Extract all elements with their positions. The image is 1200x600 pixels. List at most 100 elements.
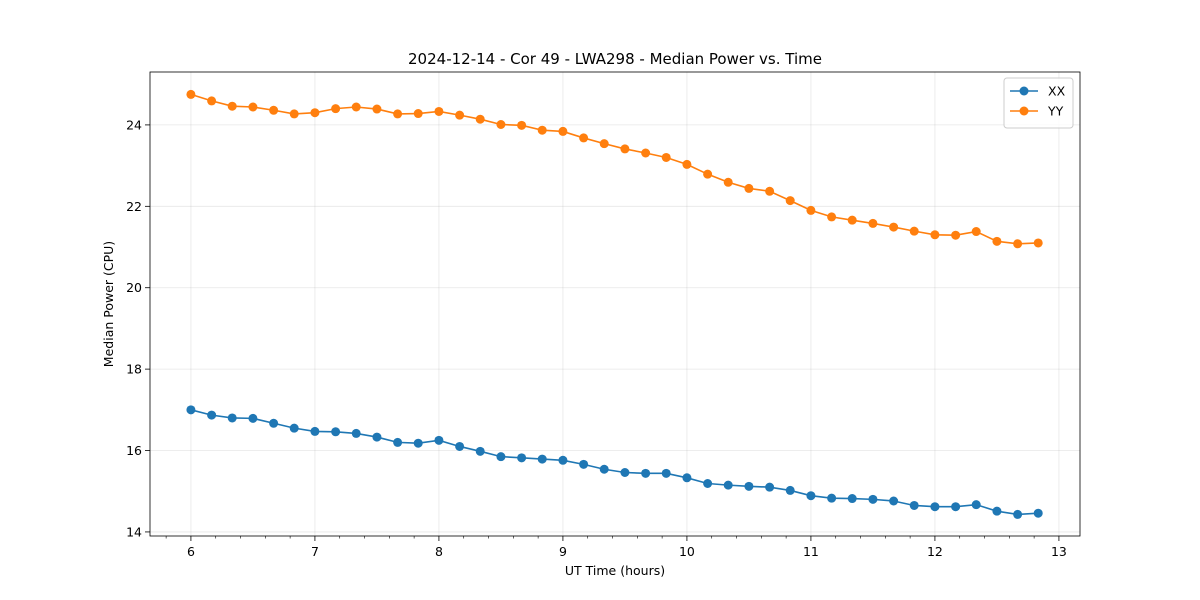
data-point-xx [599, 464, 609, 474]
data-point-xx [413, 438, 423, 448]
data-point-yy [517, 120, 527, 130]
data-point-xx [393, 437, 403, 447]
legend-label-yy: YY [1047, 104, 1064, 119]
data-point-xx [496, 452, 506, 462]
data-point-yy [599, 139, 609, 149]
y-tick-label: 16 [126, 443, 142, 458]
data-point-xx [930, 502, 940, 512]
data-point-yy [351, 102, 361, 112]
data-point-yy [393, 109, 403, 119]
data-point-xx [517, 453, 527, 463]
data-point-xx [827, 493, 837, 503]
data-point-xx [661, 468, 671, 478]
data-point-yy [496, 120, 506, 130]
x-tick-label: 9 [559, 544, 567, 559]
data-point-yy [992, 236, 1002, 246]
data-point-xx [1033, 508, 1043, 518]
data-point-xx [641, 468, 651, 478]
data-point-yy [641, 148, 651, 158]
x-tick-label: 7 [311, 544, 319, 559]
data-point-xx [372, 432, 382, 442]
y-tick-label: 18 [126, 362, 142, 377]
data-point-yy [827, 212, 837, 222]
data-point-xx [434, 435, 444, 445]
data-point-yy [537, 125, 547, 135]
data-point-yy [930, 230, 940, 240]
data-point-yy [661, 152, 671, 162]
data-point-yy [847, 215, 857, 225]
data-point-xx [269, 418, 279, 428]
data-point-yy [227, 101, 237, 111]
data-point-yy [372, 104, 382, 114]
data-point-yy [1033, 238, 1043, 248]
data-point-yy [558, 126, 568, 136]
x-tick-label: 6 [187, 544, 195, 559]
data-point-yy [331, 104, 341, 114]
data-point-xx [289, 423, 299, 433]
data-point-xx [475, 446, 485, 456]
data-point-yy [868, 218, 878, 228]
data-point-xx [992, 506, 1002, 516]
data-point-yy [703, 169, 713, 179]
data-point-yy [806, 205, 816, 215]
data-point-xx [620, 468, 630, 478]
data-point-xx [186, 405, 196, 415]
data-point-yy [765, 186, 775, 196]
x-tick-label: 10 [679, 544, 695, 559]
data-point-yy [413, 109, 423, 119]
data-point-xx [537, 454, 547, 464]
data-point-xx [1013, 509, 1023, 519]
series-xx [186, 405, 1043, 519]
data-point-xx [227, 413, 237, 423]
grid [150, 72, 1080, 536]
data-point-yy [620, 144, 630, 154]
series-yy [186, 89, 1043, 249]
legend: XX YY [1003, 77, 1074, 129]
data-point-xx [310, 426, 320, 436]
y-axis-label: Median Power (CPU) [101, 241, 116, 367]
x-tick-label: 13 [1051, 544, 1067, 559]
data-point-yy [310, 108, 320, 118]
data-point-xx [806, 491, 816, 501]
data-point-yy [909, 226, 919, 236]
data-point-yy [744, 183, 754, 193]
data-point-xx [785, 485, 795, 495]
data-point-xx [951, 502, 961, 512]
y-tick-label: 20 [126, 280, 142, 295]
data-point-yy [951, 230, 961, 240]
data-point-xx [455, 441, 465, 451]
data-point-xx [682, 473, 692, 483]
data-point-yy [1013, 239, 1023, 249]
data-series [186, 89, 1043, 519]
data-point-yy [475, 114, 485, 124]
data-point-xx [703, 478, 713, 488]
data-point-xx [971, 500, 981, 510]
data-point-yy [889, 222, 899, 232]
data-point-yy [971, 227, 981, 237]
data-point-yy [579, 133, 589, 143]
data-point-xx [579, 459, 589, 469]
data-point-xx [558, 455, 568, 465]
data-point-xx [765, 482, 775, 492]
data-point-yy [207, 96, 217, 106]
data-point-xx [723, 480, 733, 490]
x-tick-label: 12 [927, 544, 943, 559]
chart-title: 2024-12-14 - Cor 49 - LWA298 - Median Po… [408, 50, 822, 68]
legend-marker-yy [1019, 106, 1029, 116]
y-tick-label: 22 [126, 199, 142, 214]
data-point-xx [868, 494, 878, 504]
legend-label-xx: XX [1048, 84, 1066, 99]
data-point-yy [723, 177, 733, 187]
data-point-yy [248, 102, 258, 112]
y-tick-label: 14 [126, 524, 142, 539]
legend-marker-xx [1019, 86, 1029, 96]
data-point-xx [889, 496, 899, 506]
data-point-yy [289, 109, 299, 119]
data-point-xx [331, 427, 341, 437]
data-point-yy [269, 105, 279, 115]
plot-frame [149, 71, 1081, 537]
axis-ticks: 6 7 8 9 10 11 12 13 14 16 18 20 22 24 [126, 117, 1067, 559]
x-tick-label: 11 [803, 544, 819, 559]
